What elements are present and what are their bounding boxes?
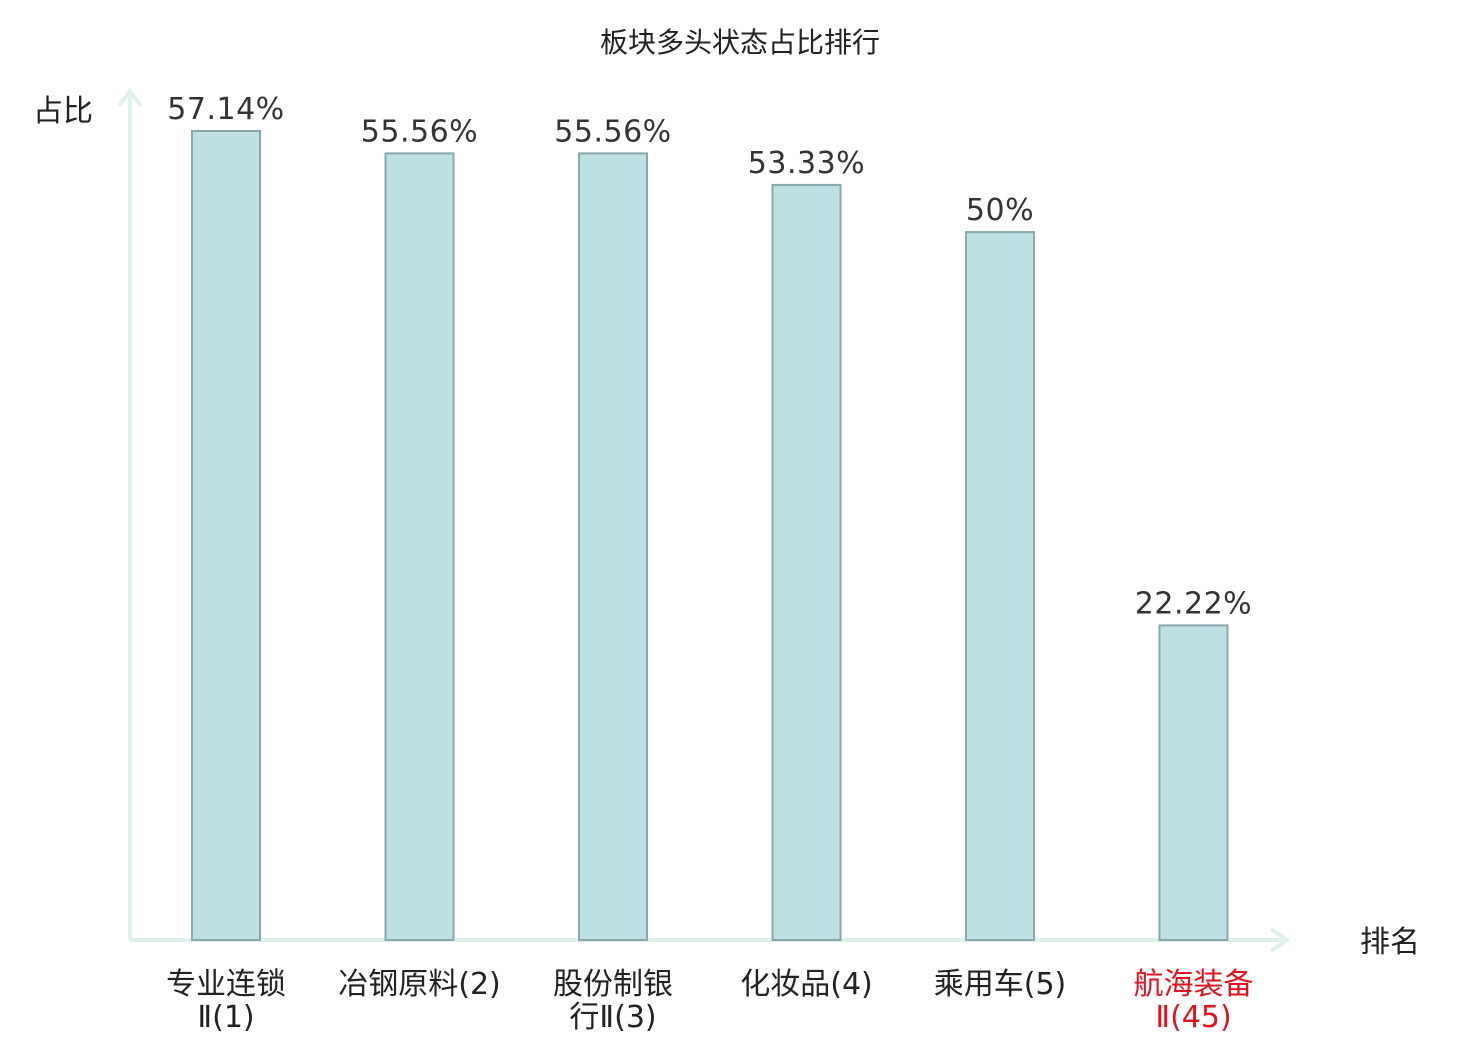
value-labels: 57.14% 55.56% 55.56% 53.33% 50% 22.22% bbox=[167, 92, 1252, 621]
value-label-5: 50% bbox=[966, 193, 1034, 228]
category-label-6-line-1: 航海装备 bbox=[1134, 967, 1254, 1002]
bar-4 bbox=[771, 183, 842, 941]
category-label-3-line-1: 股份制银 bbox=[553, 967, 673, 1002]
category-label-3-line-2: 行Ⅱ(3) bbox=[569, 1000, 656, 1035]
category-label-4-line-1: 化妆品(4) bbox=[740, 967, 873, 1002]
x-axis-label: 排名 bbox=[1360, 925, 1420, 960]
value-label-2: 55.56% bbox=[361, 114, 478, 149]
category-label-1-line-2: Ⅱ(1) bbox=[197, 1000, 254, 1035]
category-label-6-line-2: Ⅱ(45) bbox=[1155, 1000, 1231, 1035]
x-axis-arrow-icon bbox=[1269, 927, 1291, 953]
y-axis-arrow-icon bbox=[117, 87, 143, 108]
category-label-1-line-1: 专业连锁 bbox=[166, 967, 286, 1002]
bar-5 bbox=[965, 231, 1035, 942]
value-label-4: 53.33% bbox=[748, 146, 865, 181]
bar-2 bbox=[384, 152, 455, 941]
chart-title: 板块多头状态占比排行 bbox=[600, 26, 880, 59]
y-axis-label: 占比 bbox=[33, 94, 93, 129]
value-label-1: 57.14% bbox=[167, 92, 284, 127]
bar-3 bbox=[578, 152, 648, 941]
category-label-5-line-1: 乘用车(5) bbox=[934, 967, 1067, 1002]
category-label-2-line-1: 冶钢原料(2) bbox=[338, 967, 501, 1002]
bar-6 bbox=[1158, 624, 1229, 942]
value-label-3: 55.56% bbox=[554, 114, 671, 149]
bar-series bbox=[191, 130, 1229, 942]
bar-1 bbox=[191, 130, 261, 941]
value-label-6: 22.22% bbox=[1135, 586, 1252, 621]
